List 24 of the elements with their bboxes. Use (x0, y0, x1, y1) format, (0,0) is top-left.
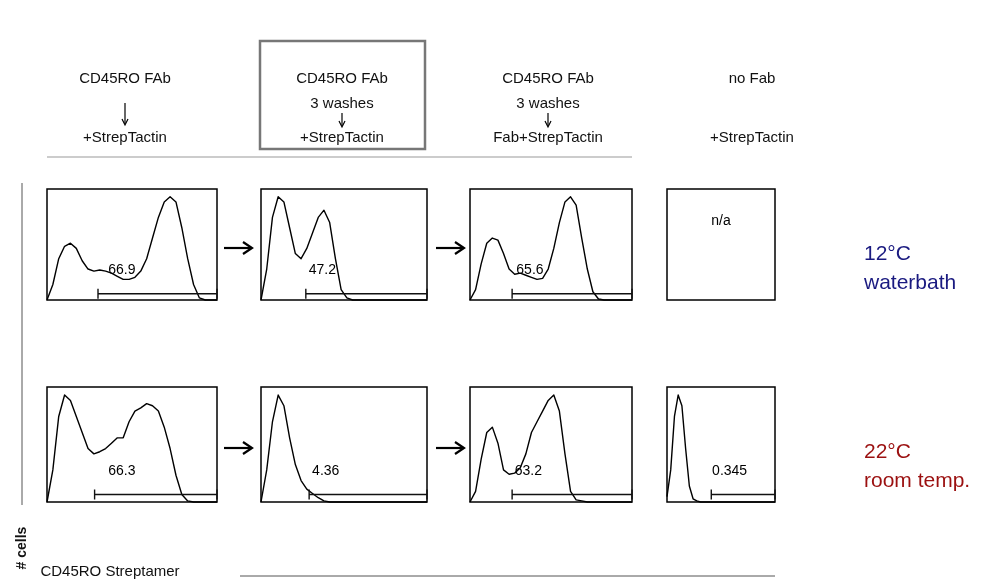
text: CD45RO Streptamer (40, 562, 180, 579)
text: n/a (711, 211, 731, 228)
annotation: 66.9 (108, 260, 136, 277)
text: 3 washes (310, 94, 374, 111)
text: no Fab (728, 69, 776, 86)
text: +StrepTactin (710, 128, 794, 145)
text: # cells (13, 526, 29, 570)
text: 12°C (864, 241, 911, 264)
annotation: 63.2 (514, 461, 543, 478)
annotation: 65.6 (516, 260, 544, 277)
annotation: 66.3 (108, 461, 136, 478)
text: 3 washes (516, 94, 580, 111)
text: 22°C (864, 439, 911, 462)
text: waterbath (863, 270, 957, 293)
text: CD45RO FAb (502, 69, 594, 86)
annotation: 0.345 (712, 461, 748, 478)
annotation: 47.2 (308, 260, 337, 277)
text: CD45RO FAb (79, 69, 171, 86)
annotation: 4.36 (312, 461, 340, 478)
text: Fab+StrepTactin (493, 128, 603, 145)
text: CD45RO FAb (296, 69, 388, 86)
text: room temp. (864, 468, 971, 491)
text: +StrepTactin (83, 128, 167, 145)
text: +StrepTactin (300, 128, 384, 145)
